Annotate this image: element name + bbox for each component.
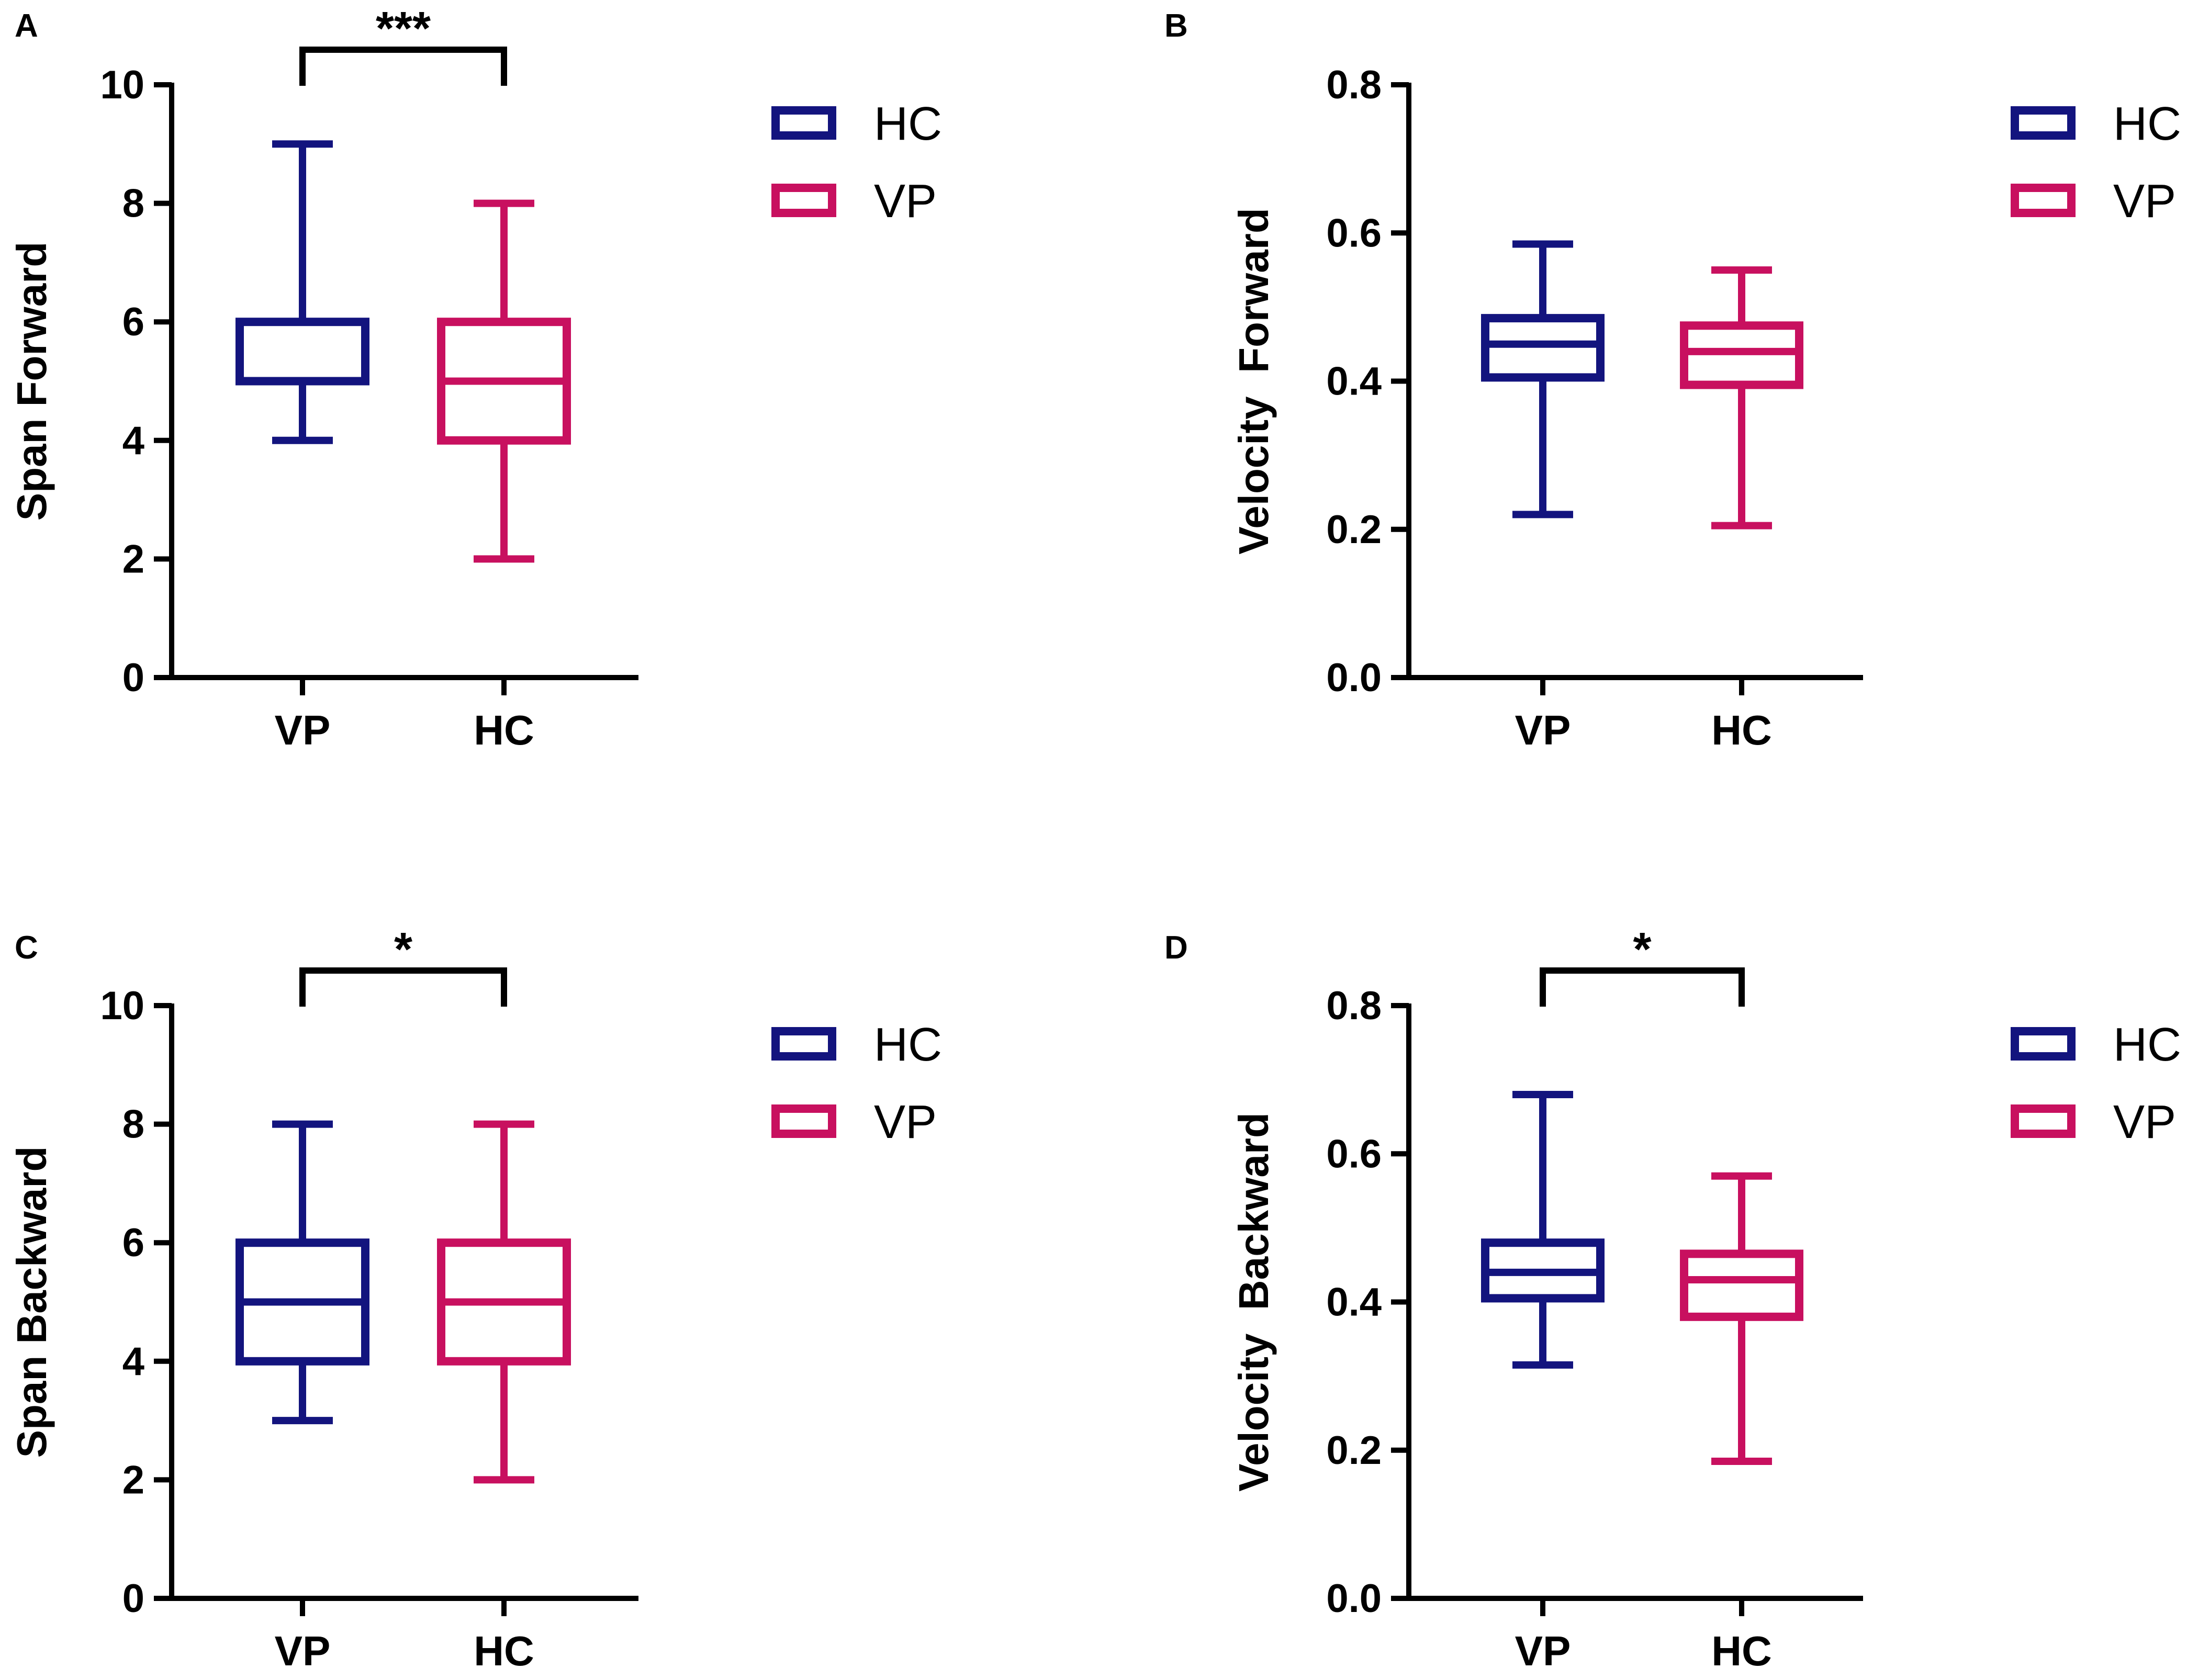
box-hc	[1680, 1172, 1803, 1465]
box-vp	[235, 140, 369, 444]
y-tick-label: 4	[122, 1339, 144, 1384]
panel-label: D	[1164, 930, 1188, 966]
panel-label: B	[1164, 8, 1188, 44]
legend-label-hc: HC	[874, 1019, 942, 1071]
y-axis-title: Span Backward	[8, 1146, 55, 1458]
legend-label-hc: HC	[2113, 98, 2181, 150]
legend-label-vp: VP	[2113, 1096, 2176, 1148]
y-tick-label: 10	[100, 63, 144, 107]
y-tick-label: 0	[122, 1576, 144, 1621]
y-tick-label: 0.6	[1326, 1132, 1382, 1176]
y-tick-label: 8	[122, 1102, 144, 1147]
y-tick-label: 0.4	[1326, 1280, 1382, 1325]
y-axis-title: Span Forward	[8, 242, 55, 521]
significance-bracket	[299, 47, 507, 86]
x-tick-label-hc: HC	[474, 1628, 534, 1674]
legend-swatch-vp	[771, 1104, 836, 1138]
legend-label-vp: VP	[874, 1096, 937, 1148]
panel-label: C	[15, 930, 38, 966]
significance-bracket	[299, 967, 507, 1007]
legend-swatch-hc	[2011, 1027, 2076, 1061]
panel-label: A	[15, 8, 38, 44]
box-hc	[437, 1120, 571, 1484]
y-tick-label: 2	[122, 537, 144, 581]
legend-swatch-vp	[771, 184, 836, 217]
x-tick-label-vp: VP	[1515, 1628, 1571, 1674]
y-tick-label: 0.6	[1326, 211, 1382, 255]
x-tick-label-hc: HC	[1711, 707, 1772, 753]
box-hc	[1680, 266, 1803, 529]
y-axis-title: Velocity Forward	[1230, 208, 1277, 554]
box-vp	[1481, 1090, 1605, 1369]
significance-marker: *	[394, 923, 412, 976]
y-tick-label: 0.8	[1326, 63, 1382, 107]
y-tick-label: 0.0	[1326, 1576, 1382, 1621]
iqr-box	[1680, 321, 1803, 389]
box-vp	[235, 1120, 369, 1425]
y-tick-label: 2	[122, 1458, 144, 1502]
y-tick-label: 6	[122, 1221, 144, 1265]
legend-swatch-vp	[2011, 1104, 2076, 1138]
panel-c: C 0 2 4 6 8 10 VP HC Span Backward * HC VP	[8, 923, 942, 1674]
significance-marker: *	[1633, 923, 1651, 976]
legend-swatch-vp	[2011, 184, 2076, 217]
panel-a: A 0 2 4 6 8 10 VP HC Span Forward *** HC VP	[8, 3, 942, 753]
significance-bracket	[1540, 967, 1745, 1007]
y-axis-title: Velocity Backward	[1230, 1112, 1277, 1492]
y-tick-label: 0.2	[1326, 508, 1382, 552]
box-hc	[437, 199, 571, 563]
x-tick-label-vp: VP	[275, 707, 331, 753]
iqr-box	[1680, 1249, 1803, 1321]
legend-label-hc: HC	[2113, 1019, 2181, 1071]
iqr-box	[235, 318, 369, 386]
y-tick-label: 0.2	[1326, 1428, 1382, 1473]
significance-marker: ***	[376, 3, 431, 55]
legend-label-hc: HC	[874, 98, 942, 150]
legend-swatch-hc	[771, 1027, 836, 1061]
y-tick-label: 8	[122, 182, 144, 226]
legend-swatch-hc	[2011, 106, 2076, 140]
y-tick-label: 4	[122, 419, 144, 463]
panel-b: B 0.0 0.2 0.4 0.6 0.8 VP HC Velocity Forward HC VP	[1164, 8, 2181, 753]
x-tick-label-vp: VP	[1515, 707, 1571, 753]
x-tick-label-hc: HC	[1711, 1628, 1772, 1674]
y-tick-label: 0.4	[1326, 359, 1382, 404]
y-tick-label: 10	[100, 984, 144, 1028]
x-tick-label-vp: VP	[275, 1628, 331, 1674]
iqr-box	[1481, 314, 1605, 382]
y-tick-label: 0.0	[1326, 656, 1382, 700]
panel-d: D 0.0 0.2 0.4 0.6 0.8 VP HC Velocity Backward * HC…	[1164, 923, 2181, 1674]
y-tick-label: 6	[122, 300, 144, 344]
y-tick-label: 0.8	[1326, 984, 1382, 1028]
y-tick-label: 0	[122, 656, 144, 700]
x-tick-label-hc: HC	[474, 707, 534, 753]
box-vp	[1481, 240, 1605, 518]
legend-label-vp: VP	[2113, 175, 2176, 228]
legend-label-vp: VP	[874, 175, 937, 228]
legend-swatch-hc	[771, 106, 836, 140]
